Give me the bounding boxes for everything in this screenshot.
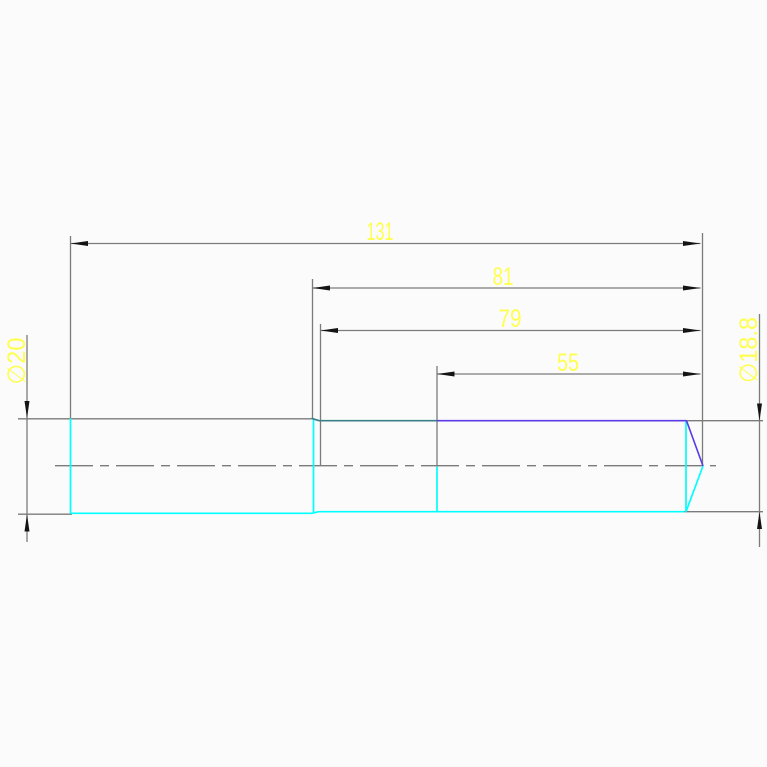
part-outline-violet — [437, 419, 704, 467]
part-outline-cyan — [69, 418, 704, 515]
dim-label-81: 81 — [493, 263, 514, 291]
dim-label-dia188: ∅18.8 — [735, 317, 763, 383]
arrow-81-right — [683, 285, 701, 291]
arrow-dia188-bottom — [757, 511, 762, 529]
part-bottom-step-chamfer — [311, 510, 319, 515]
arrow-79-right — [683, 328, 701, 333]
arrow-55-right — [683, 371, 701, 377]
part-tip-chamfer-bottom — [685, 465, 704, 512]
dim-label-131: 131 — [367, 218, 394, 246]
arrow-dia188-top — [757, 403, 762, 421]
arrow-55-left — [437, 371, 455, 377]
arrow-dia20-bottom — [24, 514, 30, 532]
dimension-lines — [26, 242, 761, 547]
arrow-131-left — [70, 241, 88, 246]
arrow-81-left — [312, 285, 330, 291]
dim-label-dia20: ∅20 — [3, 338, 31, 385]
dim-label-79: 79 — [499, 305, 522, 333]
extension-lines — [18, 233, 763, 515]
arrowheads — [24, 241, 762, 532]
arrow-131-right — [683, 241, 701, 246]
part-top-step-chamfer — [311, 417, 320, 422]
arrow-dia20-top — [24, 401, 30, 419]
arrow-79-left — [320, 328, 338, 333]
dim-label-55: 55 — [557, 349, 579, 377]
dimension-labels: 131 81 79 55 ∅20 ∅18.8 — [3, 218, 763, 385]
part-outline-teal — [311, 417, 437, 422]
part-tip-chamfer-top — [685, 420, 704, 467]
